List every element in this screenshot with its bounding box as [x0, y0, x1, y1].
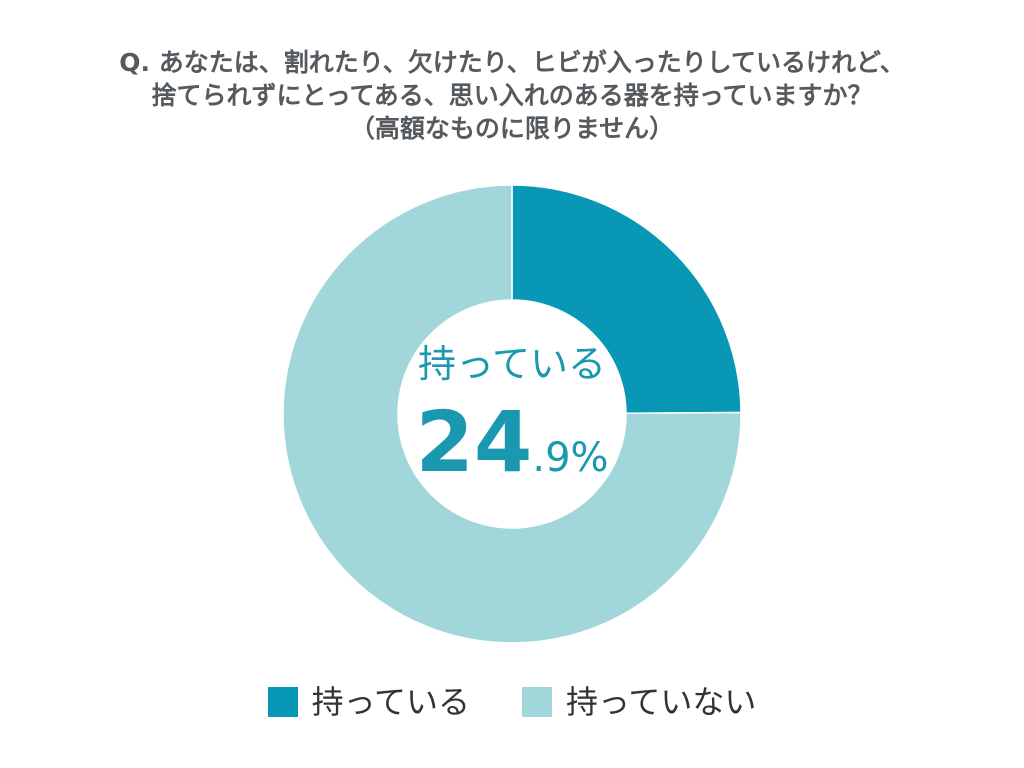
- legend-item-have: 持っている: [267, 680, 470, 724]
- legend-swatch-have-not: [522, 687, 552, 717]
- legend: 持っている 持っていない: [0, 680, 1024, 724]
- legend-label-have-not: 持っていない: [566, 683, 757, 721]
- legend-item-have-not: 持っていない: [522, 680, 756, 724]
- donut-slice-have: [511, 184, 742, 415]
- center-value: 24.9%: [362, 392, 662, 508]
- title-line-2: 捨てられずにとってある、思い入れのある器を持っていますか？: [151, 81, 873, 110]
- title-line-1: Q. あなたは、割れたり、欠けたり、ヒビが入ったりしているけれど、: [119, 48, 905, 77]
- chart-title: Q. あなたは、割れたり、欠けたり、ヒビが入ったりしているけれど、 捨てられずに…: [0, 46, 1024, 145]
- legend-swatch-have: [267, 687, 298, 717]
- center-value-decimal: .9%: [532, 435, 609, 481]
- legend-label-have: 持っている: [311, 683, 470, 721]
- center-value-integer: 24: [415, 393, 533, 491]
- donut-slice-have-not: [282, 184, 742, 644]
- center-label: 持っている: [417, 342, 607, 386]
- title-line-3: （高額なものに限りません）: [349, 114, 675, 143]
